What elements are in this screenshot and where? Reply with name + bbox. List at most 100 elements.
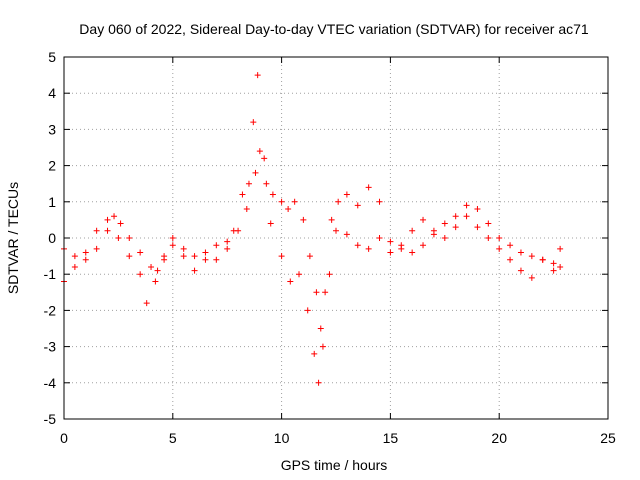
data-point xyxy=(256,148,263,155)
data-point xyxy=(322,289,329,296)
data-point xyxy=(285,206,292,213)
data-point xyxy=(507,256,514,263)
data-point xyxy=(326,271,333,278)
data-point xyxy=(104,227,111,234)
data-point xyxy=(161,253,168,260)
data-point xyxy=(528,274,535,281)
data-point xyxy=(180,245,187,252)
axis-ticks xyxy=(63,56,609,420)
data-point xyxy=(152,278,159,285)
data-point xyxy=(296,271,303,278)
data-point xyxy=(354,202,361,209)
data-point xyxy=(517,249,524,256)
data-point xyxy=(557,245,564,252)
x-tick-label: 5 xyxy=(169,430,177,446)
data-point xyxy=(143,300,150,307)
data-point xyxy=(474,206,481,213)
x-tick-label: 10 xyxy=(274,430,290,446)
x-tick-label: 15 xyxy=(383,430,399,446)
data-point xyxy=(254,72,261,79)
data-point xyxy=(311,350,318,357)
data-point xyxy=(319,343,326,350)
y-tick-label: 0 xyxy=(48,230,56,246)
data-point xyxy=(306,253,313,260)
x-tick-label: 25 xyxy=(600,430,616,446)
data-point xyxy=(485,220,492,227)
data-point xyxy=(315,379,322,386)
grid-lines xyxy=(64,57,608,419)
y-tick-label: -3 xyxy=(44,339,57,355)
data-point xyxy=(261,155,268,162)
y-tick-label: 4 xyxy=(48,85,56,101)
x-tick-label: 0 xyxy=(60,430,68,446)
data-point xyxy=(243,206,250,213)
data-point xyxy=(191,253,198,260)
data-point xyxy=(191,267,198,274)
data-point xyxy=(528,253,535,260)
data-point xyxy=(317,325,324,332)
data-point xyxy=(485,235,492,241)
data-point xyxy=(387,238,394,245)
data-point xyxy=(291,198,298,205)
data-point xyxy=(550,267,557,274)
y-tick-label: 1 xyxy=(48,194,56,210)
data-point xyxy=(387,249,394,256)
data-point xyxy=(71,263,78,270)
data-point xyxy=(420,242,427,249)
data-point xyxy=(169,242,176,249)
data-point xyxy=(463,202,470,209)
data-point xyxy=(441,235,448,241)
data-point xyxy=(550,260,557,267)
data-point xyxy=(539,256,546,263)
data-point xyxy=(287,278,294,285)
data-point xyxy=(224,238,231,245)
data-point xyxy=(104,216,111,223)
data-point xyxy=(420,216,427,223)
data-point xyxy=(269,191,276,198)
data-point xyxy=(93,227,100,234)
data-point xyxy=(398,242,405,249)
data-point xyxy=(278,198,285,205)
chart-title: Day 060 of 2022, Sidereal Day-to-day VTE… xyxy=(79,21,589,37)
data-point xyxy=(263,180,270,187)
data-point xyxy=(224,245,231,252)
data-point xyxy=(137,249,144,256)
data-point xyxy=(430,227,437,234)
data-point xyxy=(278,253,285,260)
data-point xyxy=(441,220,448,227)
axis-tick-labels: 0 5 10 15 20 25 -5 -4 -3 -2 -1 0 1 2 3 4 5 xyxy=(44,49,616,446)
data-point xyxy=(245,180,252,187)
data-point xyxy=(126,235,133,241)
data-point xyxy=(213,242,220,249)
data-point xyxy=(409,249,416,256)
data-point xyxy=(452,213,459,220)
y-tick-label: -2 xyxy=(44,302,57,318)
data-point xyxy=(93,245,100,252)
x-axis-label: GPS time / hours xyxy=(281,457,388,473)
data-point xyxy=(235,227,242,234)
data-point xyxy=(496,245,503,252)
data-point xyxy=(126,253,133,260)
data-point xyxy=(496,235,503,241)
data-point xyxy=(169,235,176,241)
data-point xyxy=(202,256,209,263)
y-axis-label: SDTVAR / TECUs xyxy=(5,182,21,294)
data-point xyxy=(365,184,372,191)
data-point xyxy=(313,289,320,296)
data-point xyxy=(239,191,246,198)
data-point xyxy=(507,242,514,249)
data-point xyxy=(463,213,470,220)
data-point xyxy=(82,249,89,256)
data-point xyxy=(557,263,564,270)
data-point xyxy=(376,198,383,205)
y-tick-label: -5 xyxy=(44,411,57,427)
data-point xyxy=(111,213,118,220)
data-point xyxy=(115,235,122,241)
data-point xyxy=(148,263,155,270)
data-point xyxy=(250,119,257,126)
data-point xyxy=(213,256,220,263)
data-point xyxy=(137,271,144,278)
data-point xyxy=(304,307,311,314)
y-tick-label: 5 xyxy=(48,49,56,65)
data-point xyxy=(409,227,416,234)
